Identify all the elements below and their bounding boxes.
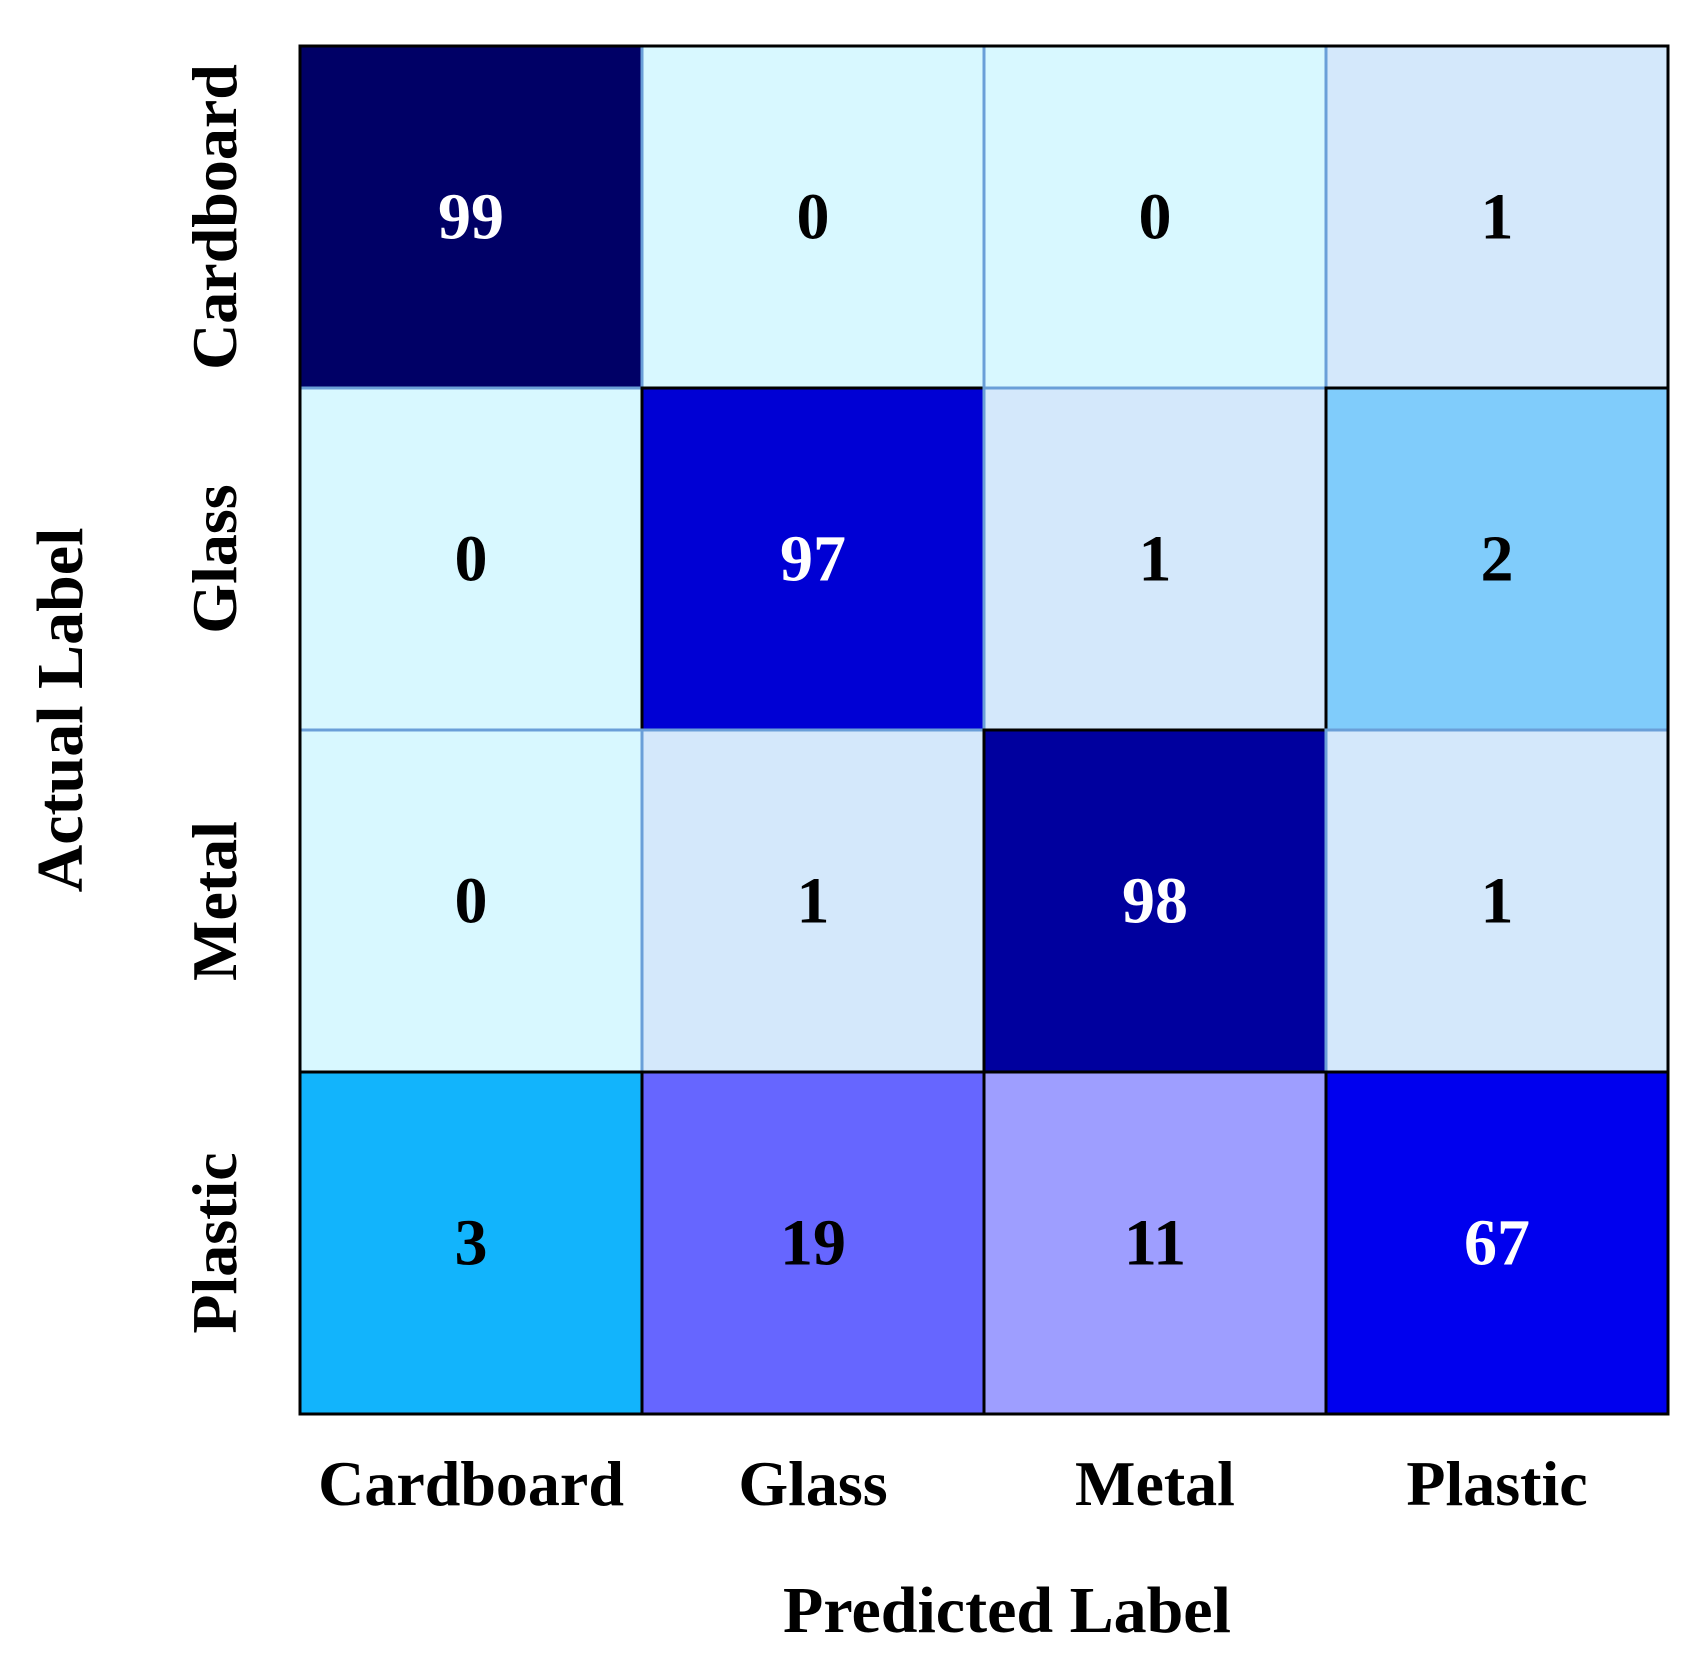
cell-value-glass-metal: 1 [1139, 523, 1172, 596]
heatmap-cell-glass-plastic [1324, 386, 1670, 732]
heatmap-cell-metal-glass [640, 728, 986, 1074]
cell-value-cardboard-metal: 0 [1139, 181, 1172, 254]
heatmap-cell-plastic-plastic [1324, 1070, 1670, 1416]
heatmap-cell-metal-plastic [1324, 728, 1670, 1074]
x-tick-label-plastic: Plastic [1406, 1448, 1587, 1519]
cell-value-cardboard-cardboard: 99 [438, 181, 504, 254]
y-tick-labels: Cardboard Glass Metal Plastic [179, 64, 250, 1334]
cell-value-metal-cardboard: 0 [455, 865, 488, 938]
heatmap-values: 99 0 0 1 0 97 1 2 0 1 98 1 3 19 11 67 [438, 181, 1530, 1280]
cell-value-plastic-plastic: 67 [1464, 1207, 1530, 1280]
heatmap-frame [298, 44, 1670, 1416]
heatmap-cells [298, 44, 1670, 1416]
heatmap-cell-cardboard-plastic [1324, 44, 1670, 390]
y-axis-title: Actual Label [24, 528, 97, 893]
cell-value-metal-metal: 98 [1122, 865, 1188, 938]
heatmap-cell-plastic-glass [640, 1070, 986, 1416]
x-tick-labels: Cardboard Glass Metal Plastic [318, 1448, 1588, 1519]
cell-value-metal-plastic: 1 [1481, 865, 1514, 938]
cell-value-cardboard-glass: 0 [797, 181, 830, 254]
cell-value-plastic-cardboard: 3 [455, 1207, 488, 1280]
cell-value-metal-glass: 1 [797, 865, 830, 938]
cell-value-glass-plastic: 2 [1481, 523, 1514, 596]
heatmap-cell-plastic-cardboard [298, 1070, 644, 1416]
cell-value-plastic-metal: 11 [1124, 1207, 1186, 1280]
cell-value-cardboard-plastic: 1 [1481, 181, 1514, 254]
y-tick-label-metal: Metal [179, 821, 250, 981]
x-tick-label-cardboard: Cardboard [318, 1448, 624, 1519]
cell-value-plastic-glass: 19 [780, 1207, 846, 1280]
cell-value-glass-cardboard: 0 [455, 523, 488, 596]
heatmap-cell-cardboard-glass [640, 44, 986, 390]
x-tick-label-glass: Glass [738, 1448, 887, 1519]
x-tick-label-metal: Metal [1075, 1448, 1235, 1519]
cell-value-glass-glass: 97 [780, 523, 846, 596]
heatmap-cell-plastic-metal [982, 1070, 1328, 1416]
y-tick-label-glass: Glass [179, 484, 250, 633]
heatmap-cell-glass-cardboard [298, 386, 644, 732]
y-tick-label-cardboard: Cardboard [179, 64, 250, 370]
heatmap-cell-cardboard-cardboard [298, 44, 644, 390]
y-tick-label-plastic: Plastic [179, 1152, 250, 1333]
heatmap-cell-glass-glass [640, 386, 986, 732]
x-axis-title: Predicted Label [783, 1574, 1231, 1647]
